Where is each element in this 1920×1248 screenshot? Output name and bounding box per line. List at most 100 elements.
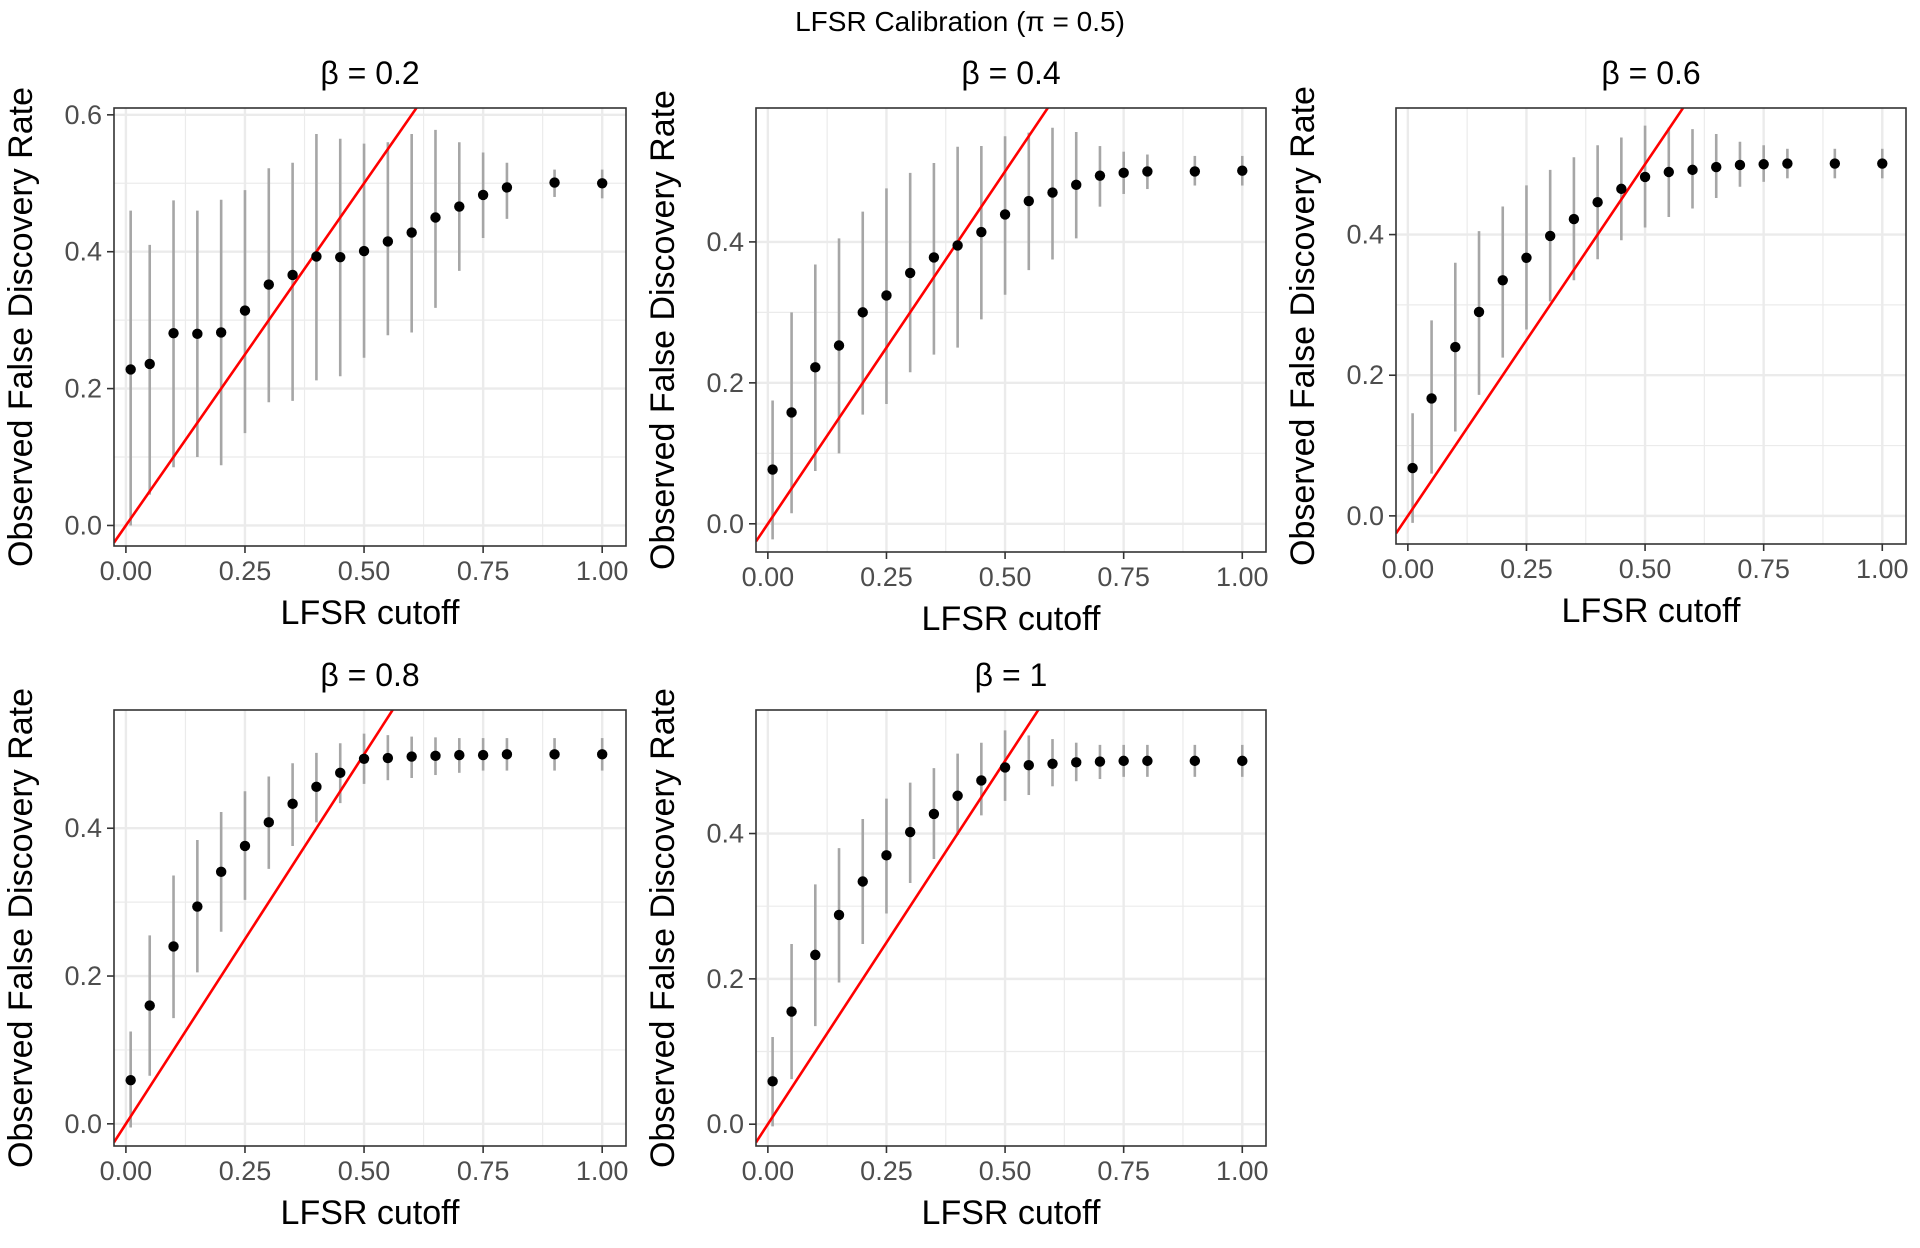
data-point xyxy=(454,749,465,761)
data-point xyxy=(999,209,1011,220)
x-tick-label: 0.50 xyxy=(979,1156,1032,1186)
data-point xyxy=(263,817,274,828)
data-point xyxy=(144,358,155,370)
data-point xyxy=(1450,341,1461,353)
y-tick-label: 0.0 xyxy=(64,510,102,540)
data-point xyxy=(1758,159,1769,170)
data-point xyxy=(125,364,136,375)
data-point xyxy=(1829,158,1841,169)
y-axis-title: Observed False Discovery Rate xyxy=(2,688,40,1168)
data-point xyxy=(857,307,868,318)
x-tick-label: 0.25 xyxy=(860,562,913,592)
panel-beta-1: 0.00 0.25 0.50 0.75 1.00 0.0 0.2 0.4 β = 1 LFSR c… xyxy=(644,657,1269,1232)
x-tick-label: 0.25 xyxy=(860,1156,913,1186)
x-tick-label: 0.00 xyxy=(100,556,153,586)
data-point xyxy=(1592,197,1603,208)
data-point xyxy=(454,201,465,212)
plot-background xyxy=(1396,108,1906,544)
panel-border xyxy=(1395,107,1907,545)
panel-beta-0.2: 0.00 0.25 0.50 0.75 1.00 0.0 0.2 0.4 0.6 β = 0.2 L… xyxy=(2,55,628,632)
plot-background xyxy=(114,108,626,546)
figure-title: LFSR Calibration (π = 0.5) xyxy=(795,6,1125,37)
data-point xyxy=(1189,166,1201,177)
plot-background xyxy=(756,108,1266,552)
data-point xyxy=(192,328,203,340)
data-point xyxy=(406,227,417,238)
data-point xyxy=(549,177,560,188)
data-point xyxy=(430,212,441,223)
y-tick-label: 0.4 xyxy=(706,227,744,257)
x-tick-label: 1.00 xyxy=(1216,1156,1269,1186)
data-point xyxy=(358,753,370,764)
data-point xyxy=(952,240,963,251)
data-point xyxy=(1544,230,1556,242)
data-point xyxy=(928,252,940,263)
data-point xyxy=(192,901,203,912)
data-point xyxy=(1094,756,1106,767)
data-point xyxy=(786,407,797,418)
data-point xyxy=(833,340,845,351)
data-point xyxy=(999,762,1011,773)
data-point xyxy=(239,305,251,316)
data-point xyxy=(1142,755,1153,767)
data-point xyxy=(1047,758,1058,769)
data-point xyxy=(501,182,513,193)
x-tick-label: 0.50 xyxy=(1619,554,1672,584)
data-point xyxy=(1047,187,1058,198)
data-point xyxy=(1023,195,1034,207)
y-axis-title: Observed False Discovery Rate xyxy=(644,688,682,1168)
x-tick-label: 0.75 xyxy=(457,1156,510,1186)
data-point xyxy=(1094,170,1106,181)
data-point xyxy=(477,749,489,761)
x-tick-label: 0.25 xyxy=(219,1156,272,1186)
data-point xyxy=(263,279,274,290)
panel-border xyxy=(755,709,1267,1147)
panel-beta-0.6: 0.00 0.25 0.50 0.75 1.00 0.0 0.2 0.4 β = 0.6 LFSR… xyxy=(1284,55,1909,630)
data-point xyxy=(1118,167,1129,179)
x-tick-label: 0.75 xyxy=(457,556,510,586)
data-point xyxy=(215,327,227,338)
y-axis-title: Observed False Discovery Rate xyxy=(2,87,40,567)
y-tick-label: 0.4 xyxy=(64,813,102,843)
x-tick-label: 1.00 xyxy=(576,1156,629,1186)
data-point xyxy=(810,949,821,961)
y-tick-label: 0.2 xyxy=(64,374,102,404)
x-tick-label: 1.00 xyxy=(1856,554,1909,584)
data-point xyxy=(311,251,322,262)
data-point xyxy=(1237,165,1248,176)
y-axis-title: Observed False Discovery Rate xyxy=(644,90,682,570)
data-point xyxy=(976,775,987,786)
data-point xyxy=(1142,166,1153,177)
data-layer xyxy=(1396,108,1888,535)
x-tick-label: 0.50 xyxy=(338,556,391,586)
y-axis-title: Observed False Discovery Rate xyxy=(1284,86,1322,566)
panel-border xyxy=(113,107,627,547)
data-point xyxy=(501,749,513,760)
panel-beta-0.8: 0.00 0.25 0.50 0.75 1.00 0.0 0.2 0.4 β = 0.8 LFSR… xyxy=(2,657,629,1232)
data-point xyxy=(311,781,322,793)
panel-beta-0.4: 0.00 0.25 0.50 0.75 1.00 0.0 0.2 0.4 β = 0.4 LFSR… xyxy=(644,55,1269,638)
y-tick-label: 0.2 xyxy=(1346,360,1384,390)
data-point xyxy=(596,749,608,760)
y-tick-label: 0.0 xyxy=(1346,501,1384,531)
data-point xyxy=(168,941,179,952)
plot-background xyxy=(756,710,1266,1146)
data-point xyxy=(1639,171,1651,183)
data-point xyxy=(335,767,346,779)
data-point xyxy=(767,464,778,475)
x-axis-title: LFSR cutoff xyxy=(1562,592,1741,630)
reference-line xyxy=(756,710,1040,1144)
y-tick-label: 0.6 xyxy=(64,100,102,130)
panel-title: β = 1 xyxy=(975,657,1048,693)
panel-title: β = 0.4 xyxy=(961,55,1060,91)
x-tick-label: 0.00 xyxy=(1382,554,1435,584)
x-tick-label: 0.75 xyxy=(1737,554,1790,584)
x-tick-label: 0.00 xyxy=(742,1156,795,1186)
x-tick-label: 0.00 xyxy=(100,1156,153,1186)
gridlines xyxy=(114,108,626,546)
data-point xyxy=(1497,275,1508,286)
gridlines xyxy=(1396,108,1906,544)
data-point xyxy=(1877,158,1888,169)
data-point xyxy=(881,290,892,301)
